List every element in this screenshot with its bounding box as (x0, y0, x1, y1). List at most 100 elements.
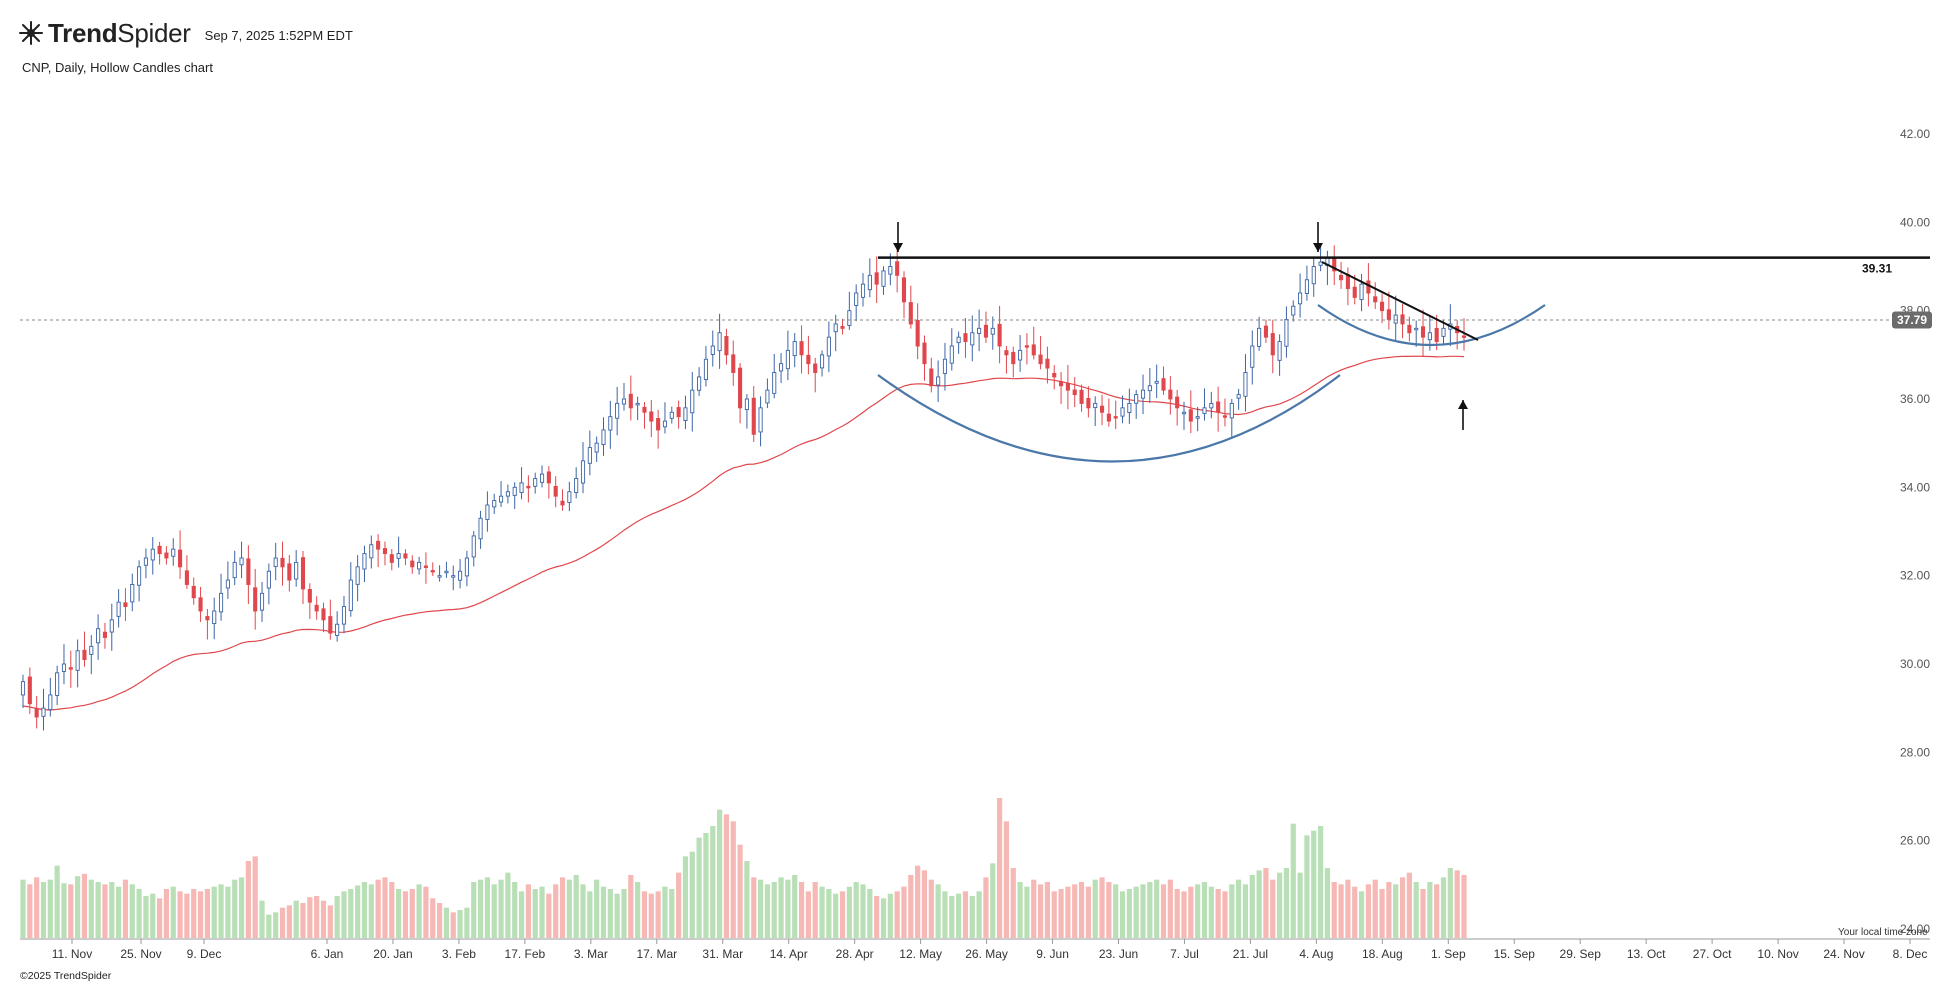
candle-body (239, 557, 244, 566)
candle-body (61, 663, 67, 672)
y-tick-label: 26.00 (1900, 834, 1930, 848)
volume-bar (1242, 884, 1249, 938)
volume-bar (382, 877, 388, 938)
volume-bar (464, 907, 470, 938)
volume-bar (915, 865, 921, 938)
volume-bar (1099, 877, 1105, 938)
candle-body (417, 561, 422, 570)
x-axis: 11. Nov 25. Nov 9. Dec 6. Jan 20. Jan 3. Feb 1… (52, 939, 1927, 961)
volume-bar (1454, 870, 1460, 938)
volume-bar (1440, 877, 1447, 938)
candle-body (833, 323, 838, 333)
candle-body (294, 561, 299, 580)
x-tick-label: 3. Feb (442, 947, 476, 961)
volume-bar (1092, 879, 1098, 938)
volume-bar (518, 891, 525, 938)
brand-name: TrendSpider (48, 17, 191, 48)
volume-bar (1058, 889, 1064, 938)
candle-body (1045, 358, 1050, 369)
candle-body (232, 561, 237, 579)
candle-body (157, 545, 162, 555)
x-tick-label: 28. Apr (836, 947, 874, 961)
volume-bar (375, 879, 381, 938)
x-tick-label: 27. Oct (1693, 947, 1732, 961)
candle-body (867, 274, 872, 291)
candle-body (826, 336, 831, 357)
volume-bar (559, 877, 566, 938)
volume-bar (703, 833, 709, 938)
candle-body (1168, 389, 1173, 400)
candle-body (546, 471, 551, 484)
candle-body (478, 517, 483, 540)
candle-body (1093, 402, 1098, 409)
candle-body (253, 587, 258, 612)
candle-body (1379, 301, 1385, 312)
candlesticks (20, 244, 1467, 731)
candle-body (615, 402, 620, 419)
volume-bar (1263, 868, 1269, 938)
volume-bar (177, 891, 183, 938)
volume-bar (109, 882, 115, 938)
candle-body (1420, 326, 1426, 338)
volume-bar (887, 893, 893, 938)
candle-body (908, 302, 913, 325)
candle-body (608, 416, 613, 431)
arrow-down-icon (1313, 243, 1323, 252)
candle-body (956, 336, 961, 344)
volume-bar (935, 884, 941, 938)
candle-body (96, 628, 101, 644)
volume-bar (901, 886, 907, 938)
candle-body (1434, 328, 1439, 343)
volume-bar (826, 889, 832, 938)
volume-bar (1270, 879, 1276, 938)
volume-bar (1256, 870, 1262, 938)
volume-bar (286, 905, 292, 938)
y-tick-label: 32.00 (1900, 569, 1930, 583)
x-tick-label: 18. Aug (1362, 947, 1403, 961)
volume-bar (430, 898, 436, 938)
candle-body (567, 491, 572, 503)
volume-bar (457, 910, 463, 938)
candle-body (300, 557, 306, 590)
candle-body (765, 389, 770, 404)
candle-body (464, 557, 469, 577)
volume-bar (1358, 891, 1365, 938)
candle-body (574, 478, 579, 493)
x-tick-label: 23. Jun (1099, 947, 1138, 961)
volume-bar (928, 879, 934, 938)
resistance-label: 39.31 (1862, 262, 1892, 276)
volume-bar (1331, 882, 1337, 938)
volume-bar (1290, 823, 1296, 938)
candle-body (662, 420, 668, 428)
volume-bar (361, 882, 368, 938)
volume-bar (628, 875, 634, 938)
candle-body (198, 597, 203, 612)
volume-bar (273, 912, 279, 938)
volume-bar (1154, 879, 1160, 938)
candle-body (1250, 345, 1255, 368)
candle-body (280, 557, 285, 568)
candle-body (1400, 314, 1405, 325)
candle-body (1386, 309, 1391, 320)
volume-bar (812, 882, 818, 938)
volume-bar (969, 896, 975, 938)
volume-bar (983, 877, 989, 938)
volume-bar (614, 893, 620, 938)
volume-bar (396, 889, 402, 938)
candle-body (89, 645, 94, 655)
volume-bar (279, 907, 286, 938)
volume-bar (949, 896, 955, 938)
candle-body (854, 292, 859, 306)
candle-body (1134, 394, 1139, 404)
volume-bar (170, 886, 176, 938)
volume-bar (232, 879, 238, 938)
candle-body (75, 650, 80, 671)
candle-body (1236, 394, 1241, 399)
candle-body (1113, 416, 1118, 419)
candle-body (1216, 401, 1221, 413)
volume-bar (225, 886, 231, 938)
candle-body (553, 485, 558, 497)
candle-body (888, 266, 893, 275)
candle-body (355, 566, 360, 585)
